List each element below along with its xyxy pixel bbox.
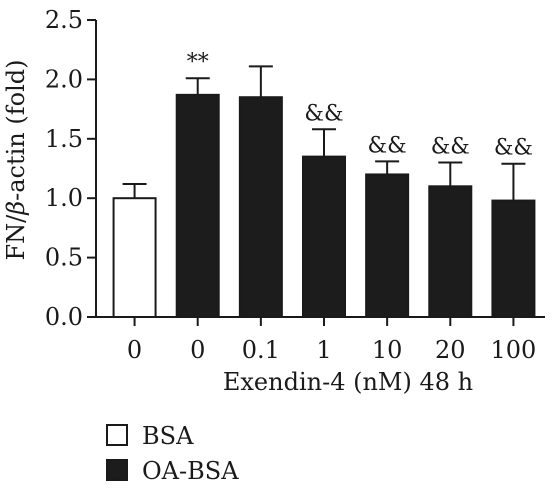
bar <box>175 93 220 319</box>
x-tick-label: 100 <box>491 336 537 364</box>
legend-label-bsa: BSA <box>142 422 194 450</box>
significance-marker: && <box>431 135 470 160</box>
significance-marker: ** <box>187 50 209 75</box>
bar <box>428 185 473 318</box>
bar <box>112 197 157 318</box>
legend: BSA OA-BSA <box>106 422 239 485</box>
y-tick-label: 2.5 <box>45 6 83 34</box>
legend-label-oa-bsa: OA-BSA <box>142 457 239 485</box>
legend-swatch-bsa <box>106 424 128 446</box>
legend-swatch-oa-bsa <box>106 459 128 481</box>
x-tick-label: 20 <box>435 336 466 364</box>
x-tick-label: 10 <box>372 336 403 364</box>
x-tick-label: 0 <box>190 336 205 364</box>
y-tick-label: 0.5 <box>45 244 83 272</box>
significance-marker: && <box>494 136 533 161</box>
bar <box>238 96 283 318</box>
bar <box>365 173 410 318</box>
x-tick-label: 0.1 <box>242 336 280 364</box>
bar <box>491 199 536 319</box>
x-axis-title: Exendin-4 (nM) 48 h <box>223 368 473 396</box>
significance-marker: && <box>304 101 343 126</box>
y-tick-label: 0.0 <box>45 303 83 331</box>
y-tick-label: 1.0 <box>45 184 83 212</box>
plot-area: 0.0 0.5 1.0 1.5 2.0 2.5 0 0 ** 0.1 1 && 10 && 20 && 100 &… <box>45 6 545 364</box>
x-tick-label: 0 <box>127 336 142 364</box>
bar <box>302 155 346 318</box>
y-tick-label: 2.0 <box>45 65 83 93</box>
significance-marker: && <box>368 133 407 158</box>
y-tick-label: 1.5 <box>45 125 83 153</box>
x-tick-label: 1 <box>316 336 331 364</box>
y-axis-title: FN/β-actin (fold) <box>2 60 30 261</box>
